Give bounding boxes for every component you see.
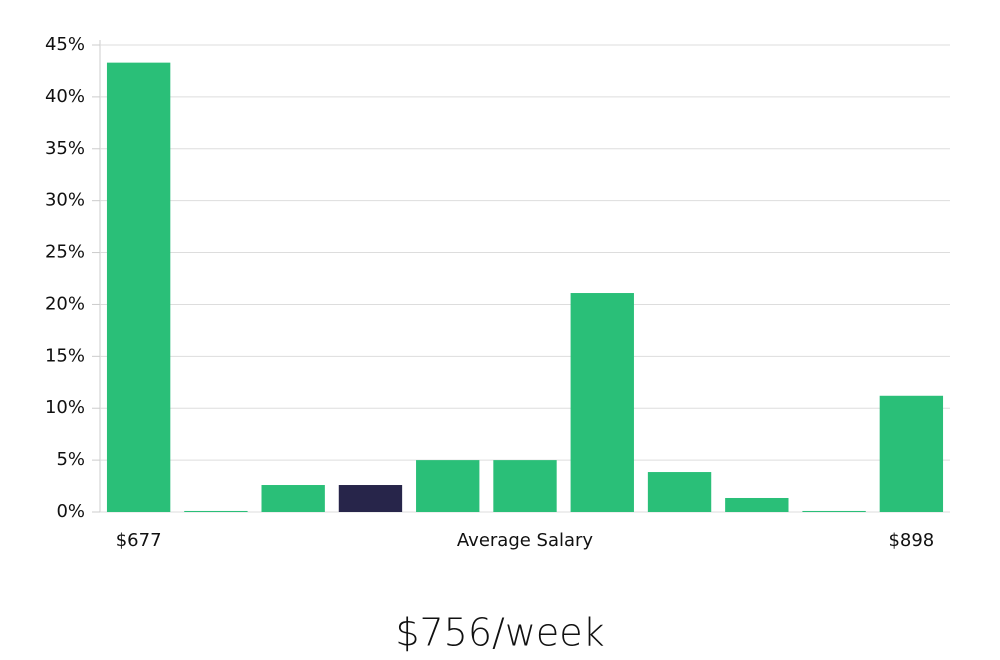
bar bbox=[647, 472, 712, 512]
bar bbox=[879, 395, 944, 512]
x-tick-label: $677 bbox=[116, 530, 162, 551]
y-tick-label: 25% bbox=[45, 242, 85, 263]
bar bbox=[184, 510, 248, 512]
y-tick-label: 0% bbox=[56, 501, 85, 522]
y-tick-label: 35% bbox=[45, 138, 85, 159]
bar bbox=[338, 485, 403, 512]
annotation: $756/week bbox=[395, 611, 604, 655]
y-tick-label: 15% bbox=[45, 345, 85, 366]
bar bbox=[725, 497, 789, 512]
y-tick-label: 45% bbox=[45, 34, 85, 55]
x-axis-label: Average Salary bbox=[457, 530, 594, 551]
bar bbox=[261, 485, 325, 512]
bar bbox=[802, 510, 866, 512]
y-tick-label: 5% bbox=[56, 449, 85, 470]
y-tick-label: 30% bbox=[45, 190, 85, 211]
bar bbox=[106, 62, 171, 513]
bar bbox=[416, 460, 480, 512]
y-tick-label: 20% bbox=[45, 293, 85, 314]
bar bbox=[493, 460, 557, 512]
y-tick-label: 40% bbox=[45, 86, 85, 107]
y-tick-label: 10% bbox=[45, 397, 85, 418]
x-tick-label: $898 bbox=[888, 530, 934, 551]
bar bbox=[570, 293, 634, 512]
